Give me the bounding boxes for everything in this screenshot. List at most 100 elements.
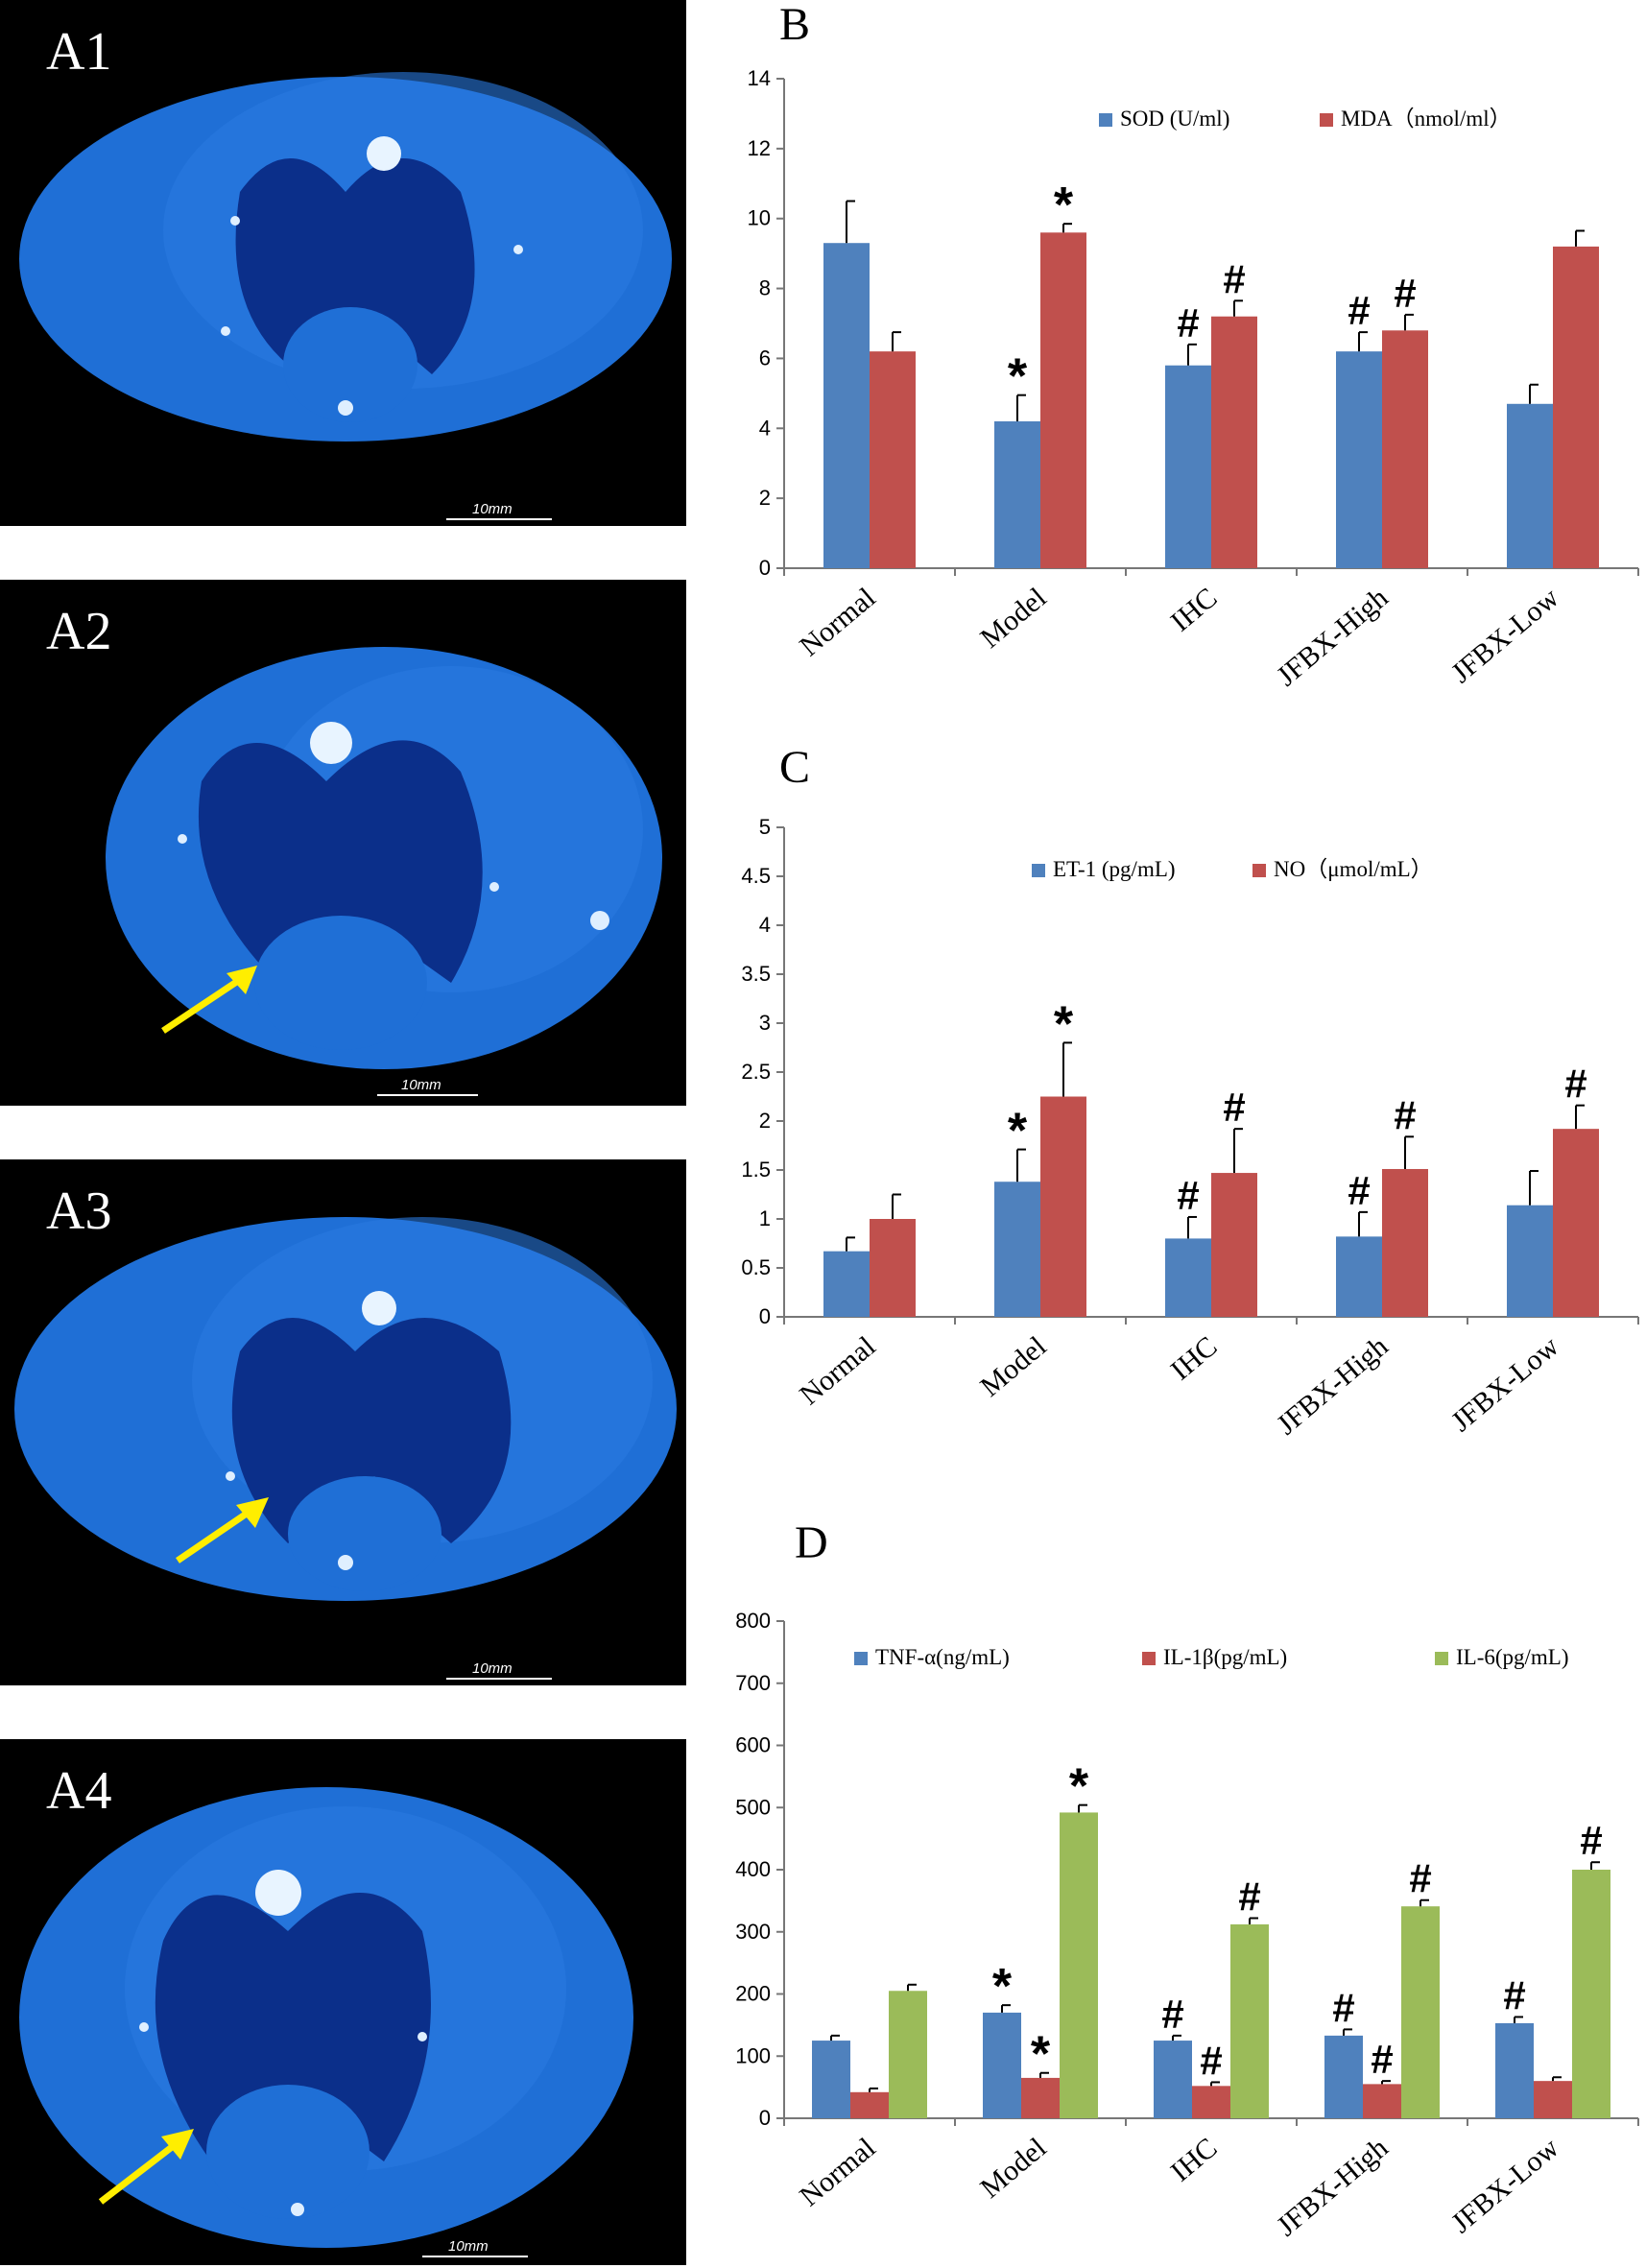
legend-label: MDA（nmol/ml） (1341, 107, 1512, 131)
significance-mark: # (1409, 1856, 1431, 1901)
bar (1165, 365, 1211, 568)
y-tick-label: 4.5 (741, 864, 771, 888)
significance-mark: # (1580, 1818, 1602, 1863)
ct-panel-a2: A2 10mm (0, 580, 686, 1106)
bar (994, 421, 1040, 568)
significance-mark: # (1238, 1874, 1260, 1920)
bar (1401, 1906, 1440, 2118)
y-tick-label: 400 (735, 1857, 771, 1881)
significance-mark: # (1200, 2038, 1222, 2083)
x-tick-label: IHC (1165, 582, 1224, 637)
panel-letter-d: D (795, 1517, 828, 1568)
significance-mark: # (1371, 2037, 1393, 2082)
x-tick-label: JFBX-High (1271, 2132, 1394, 2242)
y-tick-label: 14 (748, 66, 771, 90)
legend-swatch (854, 1652, 868, 1665)
y-tick-label: 1 (759, 1206, 771, 1230)
ct-panel-label: A1 (46, 22, 112, 82)
y-tick-label: 2 (759, 1109, 771, 1133)
panel-letter-b: B (779, 0, 811, 50)
significance-mark: # (1503, 1972, 1525, 2017)
bar (870, 1219, 916, 1317)
scale-bar-label: 10mm (472, 501, 513, 517)
legend-label: IL-6(pg/mL) (1456, 1645, 1569, 1669)
y-tick-label: 5 (759, 815, 771, 839)
significance-mark: # (1223, 1085, 1245, 1130)
legend-label: IL-1β(pg/mL) (1163, 1645, 1287, 1669)
y-tick-label: 500 (735, 1795, 771, 1819)
x-tick-label: JFBX-High (1271, 582, 1394, 692)
y-tick-label: 2.5 (741, 1060, 771, 1084)
x-tick-label: Model (974, 582, 1052, 655)
significance-mark: # (1394, 271, 1416, 316)
bar (1021, 2077, 1060, 2118)
significance-mark: * (1008, 1104, 1028, 1159)
bar (994, 1182, 1040, 1317)
x-tick-label: IHC (1165, 2132, 1224, 2187)
significance-mark: * (1031, 2027, 1051, 2083)
bar (1165, 1238, 1211, 1317)
scale-bar-label: 10mm (448, 2238, 489, 2255)
y-tick-label: 100 (735, 2043, 771, 2067)
bar (1534, 2081, 1572, 2118)
significance-mark: * (992, 1959, 1013, 2015)
x-tick-label: Normal (794, 2132, 881, 2212)
y-tick-label: 0 (759, 2106, 771, 2130)
significance-mark: # (1177, 1173, 1199, 1218)
ct-image (14, 1217, 677, 1601)
bar (889, 1991, 927, 2118)
legend-label: ET-1 (pg/mL) (1053, 857, 1176, 881)
y-tick-label: 0.5 (741, 1255, 771, 1279)
scale-bar-label: 10mm (401, 1077, 441, 1093)
legend-swatch (1032, 864, 1045, 877)
chart-d: 0 100 200 300 400 500 600 700 800 Normal * * * Model #… (735, 1609, 1639, 2242)
bar (1382, 330, 1428, 568)
ct-panel-a4: A4 10mm (0, 1739, 686, 2265)
x-tick-label: Model (974, 2132, 1052, 2205)
x-tick-label: IHC (1165, 1330, 1224, 1386)
significance-mark: # (1332, 1985, 1354, 2030)
significance-mark: * (1008, 349, 1028, 405)
y-tick-label: 1.5 (741, 1158, 771, 1182)
y-tick-label: 0 (759, 556, 771, 580)
panel-letter-c: C (779, 742, 811, 793)
y-tick-label: 3.5 (741, 962, 771, 986)
chart-b: 0 2 4 6 8 10 12 14 Normal * * Model # # IHC # # JFBX-High… (748, 66, 1639, 692)
significance-mark: # (1348, 288, 1370, 333)
legend-swatch (1142, 1652, 1156, 1665)
x-tick-label: Normal (794, 582, 881, 662)
bar (1363, 2084, 1401, 2118)
y-tick-label: 2 (759, 486, 771, 510)
bar (1336, 351, 1382, 568)
bar (1211, 316, 1257, 568)
significance-mark: * (1054, 996, 1074, 1052)
y-tick-label: 3 (759, 1011, 771, 1035)
legend-label: SOD (U/ml) (1120, 107, 1229, 131)
y-tick-label: 200 (735, 1982, 771, 2006)
bar (1230, 1923, 1269, 2118)
x-tick-label: JFBX-High (1271, 1330, 1394, 1441)
bar (1211, 1173, 1257, 1317)
bar (1336, 1236, 1382, 1317)
bar (983, 2012, 1021, 2118)
bar (823, 243, 870, 568)
bar (1507, 403, 1553, 568)
ct-image (19, 72, 672, 442)
x-tick-label: JFBX-Low (1445, 1330, 1565, 1438)
significance-mark: * (1054, 178, 1074, 233)
ct-panel-a3: A3 10mm (0, 1159, 686, 1685)
scale-bar (422, 2256, 528, 2257)
significance-mark: * (1069, 1759, 1089, 1815)
ct-image (106, 647, 662, 1069)
ct-panel-label: A4 (46, 1761, 112, 1821)
bar (1324, 2035, 1363, 2118)
scale-bar (446, 518, 552, 520)
significance-mark: # (1564, 1062, 1586, 1107)
y-tick-label: 600 (735, 1733, 771, 1757)
bar (1040, 232, 1086, 569)
x-tick-label: Model (974, 1330, 1052, 1403)
bar (823, 1251, 870, 1317)
significance-mark: # (1161, 1992, 1183, 2037)
x-tick-label: JFBX-Low (1445, 2132, 1565, 2239)
y-tick-label: 300 (735, 1920, 771, 1944)
